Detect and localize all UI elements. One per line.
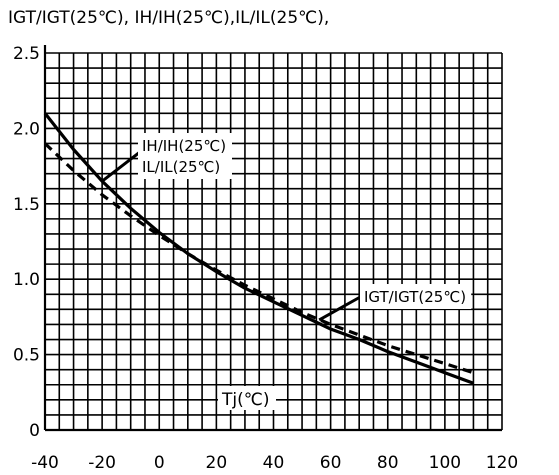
- series-label-ih-il-text: IH/IH(25℃): [142, 137, 226, 155]
- y-tick-label: 2.0: [13, 119, 40, 139]
- x-tick-label: 80: [377, 453, 399, 473]
- series-label-igt-text: IGT/IGT(25℃): [364, 288, 466, 306]
- y-tick-label: 1.0: [13, 270, 40, 290]
- x-tick-label: 100: [429, 453, 461, 473]
- x-tick-label: -40: [31, 453, 59, 473]
- x-axis-label-bg: [218, 386, 276, 410]
- axes: [43, 45, 502, 432]
- x-tick-label: 120: [486, 453, 518, 473]
- x-tick-label: 20: [206, 453, 228, 473]
- x-axis-label: Tj(℃): [221, 390, 269, 410]
- leader-line-ih-il: [101, 150, 141, 183]
- y-tick-label: 0.5: [13, 346, 40, 366]
- y-tick-label: 2.5: [13, 44, 40, 64]
- annotations: IH/IH(25℃) IL/IL(25℃) IGT/IGT(25℃) Tj(℃): [101, 133, 472, 410]
- x-tick-label: -20: [88, 453, 116, 473]
- series-label-ih-il-bg: [138, 133, 232, 179]
- series-label-igt-bg: [360, 284, 472, 309]
- y-tick-label: 1.5: [13, 195, 40, 215]
- series-layer: [43, 112, 474, 385]
- grid: [44, 52, 503, 431]
- tick-labels: -40 -20 0 20 40 60 80 100 120 0 0.5 1.0 1.5 2.0 2.5: [13, 44, 518, 473]
- x-tick-label: 0: [154, 453, 165, 473]
- series-line-ih-il: [43, 112, 474, 385]
- y-tick-label: 0: [29, 421, 40, 441]
- x-tick-label: 40: [263, 453, 285, 473]
- series-line-igt: [43, 142, 474, 375]
- series-label-ih-il-text: IL/IL(25℃): [142, 158, 220, 176]
- x-tick-label: 60: [320, 453, 342, 473]
- leader-line-igt: [318, 294, 363, 322]
- y-axis-label: IGT/IGT(25℃), IH/IH(25℃),IL/IL(25℃),: [8, 8, 330, 28]
